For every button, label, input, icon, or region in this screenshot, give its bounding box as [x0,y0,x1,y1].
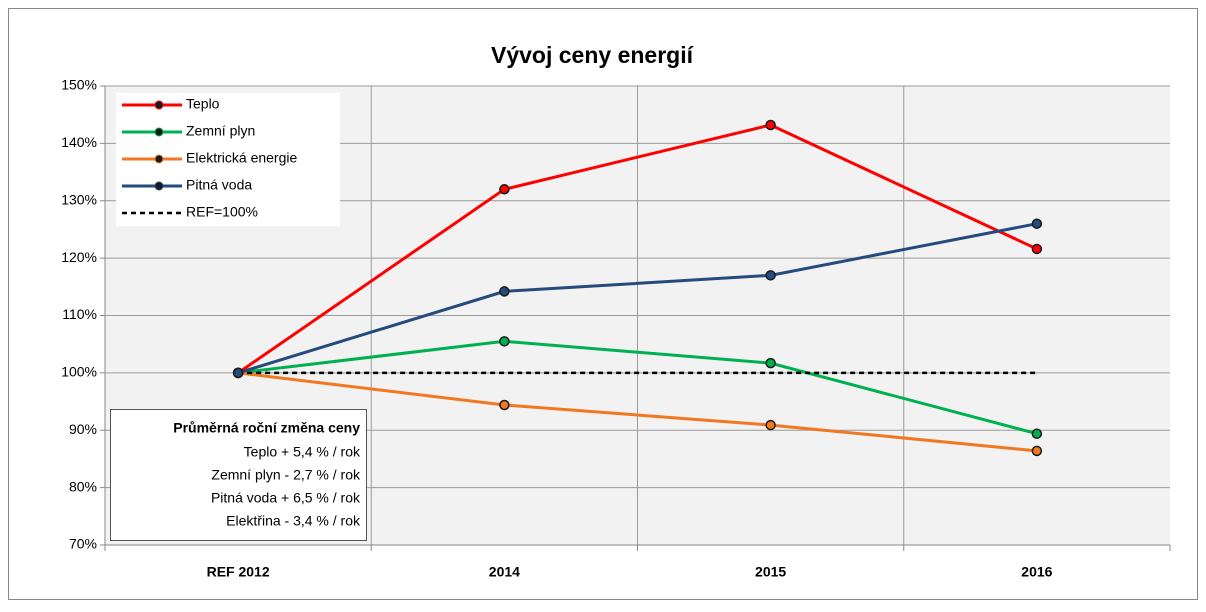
series-marker [1031,243,1043,255]
legend-label: Teplo [186,96,220,112]
annotation-title: Průměrná roční změna ceny [173,420,360,436]
series-marker [1031,218,1043,229]
y-tick-label: 120% [61,249,97,265]
series-marker [765,119,776,131]
series-marker [232,367,244,379]
legend-marker [154,100,164,110]
y-tick-label: 90% [69,421,97,437]
series-marker [499,286,510,297]
series-line [237,371,1038,453]
series-line [237,222,1038,375]
y-tick-label: 100% [61,364,97,380]
legend-marker [154,127,164,137]
x-tick-label: 2015 [755,564,786,580]
x-tick-label: REF 2012 [207,564,270,580]
y-tick-label: 140% [61,134,97,150]
series-marker [1031,445,1043,457]
series-line [237,123,1038,375]
series-marker [499,336,510,347]
annotation-box [110,409,367,541]
legend-marker [154,181,164,191]
annotation-line: Teplo + 5,4 % / rok [244,444,361,460]
series-line [237,339,1038,436]
y-tick-label: 80% [69,478,97,494]
series-marker [765,357,776,369]
legend-marker [154,154,164,164]
x-tick-label: 2016 [1021,564,1052,580]
series-marker [499,184,510,195]
x-tick-label: 2014 [489,564,520,580]
annotation-line: Elektřina - 3,4 % / rok [226,513,361,529]
chart-title: Vývoj ceny energií [491,42,695,68]
y-tick-label: 150% [61,77,97,93]
legend-label: Pitná voda [186,177,252,193]
y-tick-label: 110% [62,306,97,322]
legend-label: Zemní plyn [186,123,255,139]
series-marker [765,270,776,281]
legend-label: Elektrická energie [186,150,297,166]
legend-label: REF=100% [186,204,258,220]
series-marker [499,399,510,411]
y-tick-label: 130% [61,191,97,207]
series-marker [1031,428,1043,439]
annotation-line: Pitná voda + 6,5 % / rok [211,490,361,506]
series-marker [765,419,776,431]
annotation-line: Zemní plyn - 2,7 % / rok [211,467,361,483]
y-tick-label: 70% [69,536,97,552]
